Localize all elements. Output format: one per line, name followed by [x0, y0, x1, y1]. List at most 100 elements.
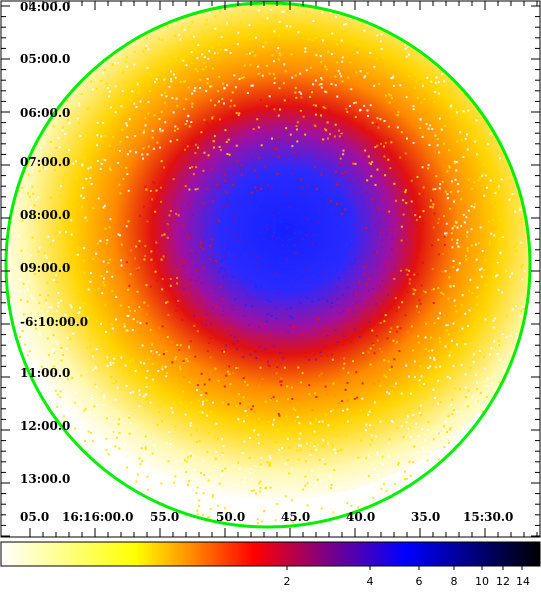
- speckle-dot: [120, 356, 123, 359]
- speckle-dot: [282, 82, 285, 85]
- speckle-dot: [307, 25, 310, 28]
- speckle-dot: [421, 447, 424, 450]
- speckle-dot: [367, 289, 370, 292]
- speckle-dot: [383, 374, 386, 377]
- speckle-dot: [187, 114, 190, 117]
- speckle-dot: [54, 340, 57, 343]
- speckle-dot: [294, 409, 297, 412]
- speckle-dot: [512, 196, 515, 199]
- speckle-dot: [138, 306, 141, 308]
- speckle-dot: [67, 268, 70, 271]
- speckle-dot: [236, 160, 239, 163]
- speckle-dot: [351, 267, 354, 270]
- speckle-dot: [424, 291, 427, 294]
- speckle-dot: [121, 128, 124, 131]
- speckle-dot: [114, 111, 117, 114]
- speckle-dot: [376, 453, 379, 456]
- ra-label: 45.0: [281, 510, 310, 524]
- speckle-dot: [320, 339, 323, 342]
- speckle-dot: [386, 391, 388, 394]
- speckle-dot: [216, 437, 219, 440]
- speckle-dot: [163, 57, 166, 59]
- speckle-dot: [390, 248, 393, 251]
- speckle-dot: [201, 388, 204, 391]
- speckle-dot: [202, 248, 205, 250]
- speckle-dot: [446, 435, 449, 438]
- speckle-dot: [336, 95, 339, 98]
- speckle-dot: [174, 185, 177, 188]
- speckle-dot: [406, 290, 409, 293]
- speckle-dot: [206, 516, 209, 519]
- speckle-dot: [475, 117, 478, 120]
- speckle-dot: [404, 189, 407, 192]
- speckle-dot: [126, 466, 128, 469]
- speckle-dot: [278, 35, 280, 38]
- speckle-dot: [364, 75, 367, 78]
- speckle-dot: [495, 275, 498, 278]
- speckle-dot: [63, 377, 66, 380]
- speckle-dot: [177, 299, 180, 302]
- speckle-dot: [348, 177, 351, 180]
- speckle-dot: [395, 342, 398, 345]
- speckle-dot: [343, 269, 345, 271]
- speckle-dot: [431, 198, 434, 201]
- speckle-dot: [259, 366, 262, 369]
- speckle-dot: [259, 99, 262, 102]
- speckle-dot: [139, 309, 142, 312]
- speckle-dot: [369, 51, 372, 54]
- speckle-dot: [376, 339, 379, 342]
- speckle-dot: [101, 158, 104, 161]
- speckle-dot: [294, 163, 297, 166]
- speckle-dot: [92, 351, 95, 354]
- speckle-dot: [221, 452, 224, 455]
- speckle-dot: [183, 376, 186, 379]
- speckle-dot: [174, 22, 177, 25]
- speckle-dot: [418, 192, 421, 195]
- speckle-dot: [87, 288, 90, 291]
- speckle-dot: [146, 67, 149, 69]
- speckle-dot: [201, 403, 204, 406]
- speckle-dot: [313, 445, 316, 448]
- speckle-dot: [351, 37, 354, 40]
- speckle-dot: [103, 204, 106, 207]
- speckle-dot: [227, 403, 230, 406]
- speckle-dot: [159, 128, 161, 131]
- speckle-dot: [362, 125, 365, 128]
- speckle-dot: [129, 422, 132, 425]
- speckle-dot: [429, 124, 432, 127]
- speckle-dot: [190, 249, 193, 252]
- speckle-dot: [95, 252, 98, 255]
- speckle-dot: [210, 238, 213, 241]
- speckle-dot: [26, 185, 28, 188]
- speckle-dot: [361, 227, 364, 230]
- speckle-dot: [302, 121, 305, 124]
- speckle-dot: [330, 228, 333, 231]
- speckle-dot: [419, 118, 422, 121]
- speckle-dot: [422, 290, 425, 293]
- speckle-dot: [314, 509, 317, 512]
- speckle-dot: [304, 127, 307, 130]
- speckle-dot: [420, 284, 423, 287]
- speckle-dot: [123, 466, 126, 469]
- speckle-dot: [476, 388, 479, 391]
- speckle-dot: [296, 140, 299, 143]
- speckle-dot: [305, 442, 308, 445]
- speckle-dot: [454, 178, 457, 181]
- speckle-dot: [423, 383, 426, 385]
- speckle-dot: [240, 173, 243, 176]
- speckle-dot: [231, 276, 234, 278]
- speckle-dot: [236, 366, 239, 369]
- speckle-dot: [270, 314, 273, 317]
- speckle-dot: [125, 460, 128, 463]
- speckle-dot: [198, 379, 201, 382]
- speckle-dot: [283, 63, 286, 66]
- speckle-dot: [433, 212, 436, 215]
- speckle-dot: [30, 360, 33, 363]
- speckle-dot: [83, 156, 86, 159]
- speckle-dot: [355, 301, 358, 304]
- speckle-dot: [273, 77, 276, 80]
- speckle-dot: [71, 376, 74, 379]
- speckle-dot: [168, 85, 171, 88]
- speckle-dot: [265, 320, 268, 323]
- speckle-dot: [126, 65, 128, 68]
